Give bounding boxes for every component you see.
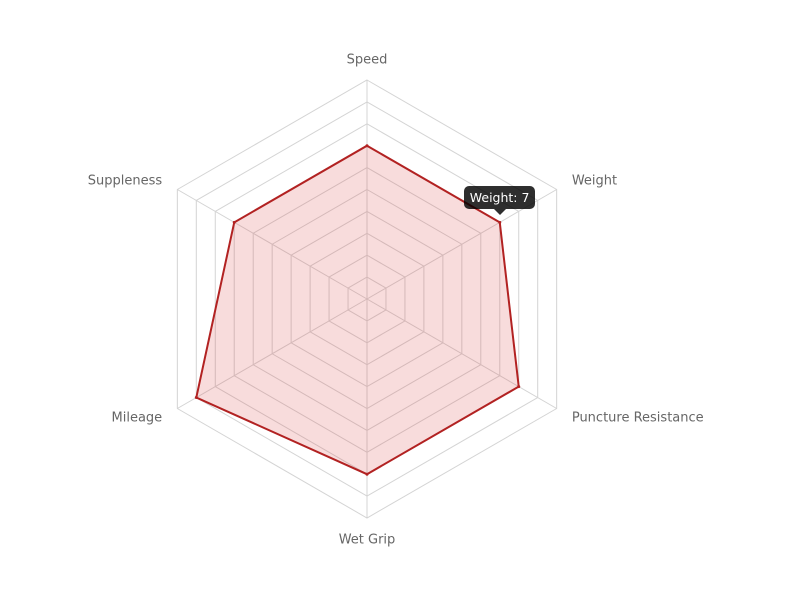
grid-spoke (177, 189, 368, 300)
data-point (194, 396, 198, 400)
axis-label: Mileage (112, 410, 163, 425)
axis-label: Speed (347, 52, 388, 67)
data-point (365, 472, 369, 476)
tooltip: Weight: 7 (463, 186, 536, 216)
axis-label: Weight (572, 174, 617, 189)
data-point (232, 220, 236, 224)
data-point (365, 144, 369, 148)
axis-label: Suppleness (88, 174, 163, 189)
grid-spoke (177, 298, 368, 409)
grid-spoke (366, 298, 557, 409)
data-point (517, 385, 521, 389)
axis-label: Puncture Resistance (572, 410, 704, 425)
data-point (498, 220, 502, 224)
axis-label: Wet Grip (339, 533, 396, 548)
